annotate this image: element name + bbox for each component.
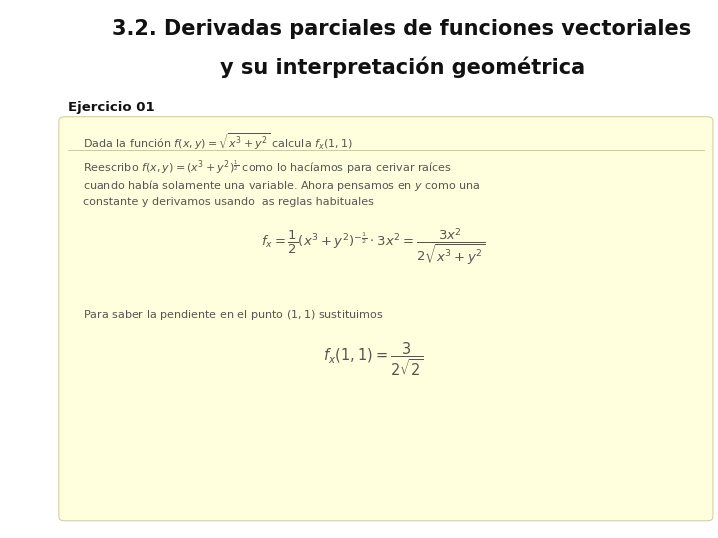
Text: Dada la función $f(x,y) = \sqrt{x^3 + y^2}$ calcula $f_x(1,1)$: Dada la función $f(x,y) = \sqrt{x^3 + y^… — [83, 132, 353, 152]
Text: $f_x = \dfrac{1}{2}(x^3 + y^2)^{-\frac{1}{2}} \cdot 3x^2 = \dfrac{3x^2}{2\sqrt{x: $f_x = \dfrac{1}{2}(x^3 + y^2)^{-\frac{1… — [261, 226, 485, 267]
Text: cuando había solamente una variable. Ahora pensamos en $y$ como una: cuando había solamente una variable. Aho… — [83, 178, 480, 193]
Text: $f_x(1,1) = \dfrac{3}{2\sqrt{2}}$: $f_x(1,1) = \dfrac{3}{2\sqrt{2}}$ — [323, 340, 424, 378]
FancyBboxPatch shape — [59, 117, 713, 521]
Text: Para saber la pendiente en el punto $(1, 1)$ sustituimos: Para saber la pendiente en el punto $(1,… — [83, 308, 383, 322]
Text: 3.2. Derivadas parciales de funciones vectoriales: 3.2. Derivadas parciales de funciones ve… — [113, 19, 691, 39]
Text: y su interpretación geométrica: y su interpretación geométrica — [220, 56, 584, 78]
Text: Reescribo $f(x, y) = (x^3 + y^2)^{\frac{1}{2}}$ como lo hacíamos para cerivar ra: Reescribo $f(x, y) = (x^3 + y^2)^{\frac{… — [83, 158, 452, 176]
Text: Ejercicio 01: Ejercicio 01 — [68, 101, 155, 114]
Text: constante y derivamos usando  as reglas habituales: constante y derivamos usando as reglas h… — [83, 197, 373, 207]
